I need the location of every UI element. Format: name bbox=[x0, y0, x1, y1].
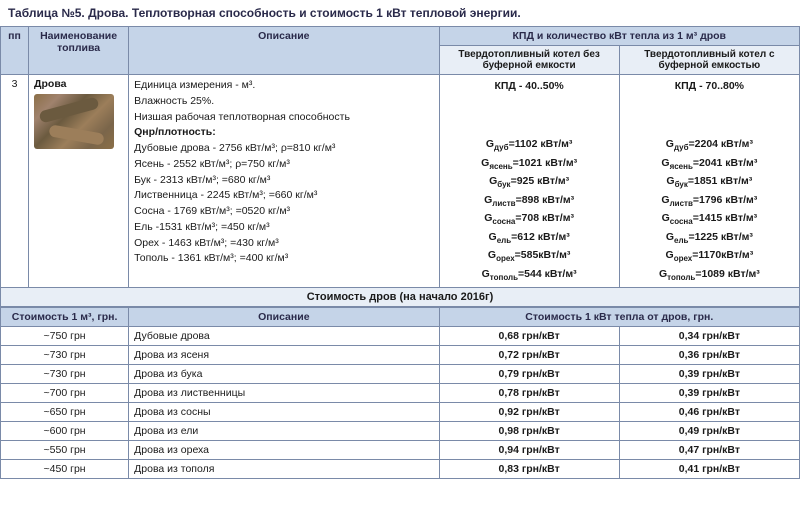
cost-row: ~650 грнДрова из сосны0,92 грн/кВт0,46 г… bbox=[1, 403, 800, 422]
cost-c1: 0,78 грн/кВт bbox=[439, 384, 619, 403]
cost-price: ~730 грн bbox=[1, 365, 129, 384]
g2-el: Gель=1225 кВт/м³ bbox=[625, 229, 794, 247]
g1-dub: Gдуб=1102 кВт/м³ bbox=[445, 136, 614, 154]
wood-el: Ель -1531 кВт/м³; =450 кг/м³ bbox=[134, 220, 433, 236]
cost-c2: 0,39 грн/кВт bbox=[619, 384, 799, 403]
cost-c2: 0,49 грн/кВт bbox=[619, 422, 799, 441]
cost-row: ~730 грнДрова из ясеня0,72 грн/кВт0,36 г… bbox=[1, 346, 800, 365]
cost-price: ~750 грн bbox=[1, 327, 129, 346]
wood-listv: Лиственница - 2245 кВт/м³; =660 кг/м³ bbox=[134, 188, 433, 204]
cost-row: ~550 грнДрова из ореха0,94 грн/кВт0,47 г… bbox=[1, 441, 800, 460]
hdr-pp: пп bbox=[1, 27, 29, 75]
cost-hdr-price: Стоимость 1 м³, грн. bbox=[1, 308, 129, 327]
row-num: 3 bbox=[1, 75, 29, 288]
cost-c2: 0,34 грн/кВт bbox=[619, 327, 799, 346]
hdr-kpd: КПД и количество кВт тепла из 1 м³ дров bbox=[439, 27, 799, 46]
desc-moist: Влажность 25%. bbox=[134, 94, 433, 110]
kpd1-title: КПД - 40..50% bbox=[445, 78, 614, 94]
g2-dub: Gдуб=2204 кВт/м³ bbox=[625, 136, 794, 154]
g1-el: Gель=612 кВт/м³ bbox=[445, 229, 614, 247]
cost-row: ~600 грнДрова из ели0,98 грн/кВт0,49 грн… bbox=[1, 422, 800, 441]
firewood-image bbox=[34, 94, 114, 149]
kpd1-cell: КПД - 40..50% Gдуб=1102 кВт/м³ Gясень=10… bbox=[439, 75, 619, 288]
g1-oreh: Gорех=585кВт/м³ bbox=[445, 247, 614, 265]
kpd2-title: КПД - 70..80% bbox=[625, 78, 794, 94]
cost-c2: 0,39 грн/кВт bbox=[619, 365, 799, 384]
cost-c2: 0,41 грн/кВт bbox=[619, 460, 799, 479]
cost-price: ~450 грн bbox=[1, 460, 129, 479]
wood-yasen: Ясень - 2552 кВт/м³; ρ=750 кг/м³ bbox=[134, 157, 433, 173]
cost-price: ~550 грн bbox=[1, 441, 129, 460]
cost-desc: Дубовые дрова bbox=[129, 327, 439, 346]
cost-price: ~600 грн bbox=[1, 422, 129, 441]
fuel-name: Дрова bbox=[34, 78, 123, 90]
g2-yasen: Gясень=2041 кВт/м³ bbox=[625, 155, 794, 173]
cost-c1: 0,92 грн/кВт bbox=[439, 403, 619, 422]
cost-desc: Дрова из тополя bbox=[129, 460, 439, 479]
row-desc-cell: Единица измерения - м³. Влажность 25%. Н… bbox=[129, 75, 439, 288]
cost-hdr-desc: Описание bbox=[129, 308, 439, 327]
cost-c1: 0,94 грн/кВт bbox=[439, 441, 619, 460]
hdr-nobuf: Твердотопливный котел без буферной емкос… bbox=[439, 46, 619, 75]
g2-topol: Gтополь=1089 кВт/м³ bbox=[625, 266, 794, 284]
data-row: 3 Дрова Единица измерения - м³. Влажност… bbox=[1, 75, 800, 288]
hdr-name: Наименование топлива bbox=[29, 27, 129, 75]
cost-price: ~700 грн bbox=[1, 384, 129, 403]
cost-row: ~750 грнДубовые дрова0,68 грн/кВт0,34 гр… bbox=[1, 327, 800, 346]
cost-hdr-kwt: Стоимость 1 кВт тепла от дров, грн. bbox=[439, 308, 799, 327]
cost-desc: Дрова из бука bbox=[129, 365, 439, 384]
cost-desc: Дрова из сосны bbox=[129, 403, 439, 422]
g1-buk: Gбук=925 кВт/м³ bbox=[445, 173, 614, 191]
desc-unit: Единица измерения - м³. bbox=[134, 78, 433, 94]
cost-c2: 0,46 грн/кВт bbox=[619, 403, 799, 422]
cost-c1: 0,68 грн/кВт bbox=[439, 327, 619, 346]
g1-sosna: Gсосна=708 кВт/м³ bbox=[445, 210, 614, 228]
wood-topol: Тополь - 1361 кВт/м³; =400 кг/м³ bbox=[134, 251, 433, 267]
cost-c1: 0,83 грн/кВт bbox=[439, 460, 619, 479]
cost-price: ~730 грн bbox=[1, 346, 129, 365]
g1-topol: Gтополь=544 кВт/м³ bbox=[445, 266, 614, 284]
cost-c1: 0,98 грн/кВт bbox=[439, 422, 619, 441]
cost-row: ~450 грнДрова из тополя0,83 грн/кВт0,41 … bbox=[1, 460, 800, 479]
kpd2-cell: КПД - 70..80% Gдуб=2204 кВт/м³ Gясень=20… bbox=[619, 75, 799, 288]
cost-desc: Дрова из лиственницы bbox=[129, 384, 439, 403]
cost-c2: 0,47 грн/кВт bbox=[619, 441, 799, 460]
cost-section-header: Стоимость дров (на начало 2016г) bbox=[1, 288, 800, 307]
wood-dub: Дубовые дрова - 2756 кВт/м³; ρ=810 кг/м³ bbox=[134, 141, 433, 157]
cost-desc: Дрова из ореха bbox=[129, 441, 439, 460]
row-name-cell: Дрова bbox=[29, 75, 129, 288]
hdr-buf: Твердотопливный котел с буферной емкость… bbox=[619, 46, 799, 75]
cost-row: ~700 грнДрова из лиственницы0,78 грн/кВт… bbox=[1, 384, 800, 403]
hdr-desc: Описание bbox=[129, 27, 439, 75]
cost-desc: Дрова из ясеня bbox=[129, 346, 439, 365]
cost-c1: 0,79 грн/кВт bbox=[439, 365, 619, 384]
wood-buk: Бук - 2313 кВт/м³; =680 кг/м³ bbox=[134, 173, 433, 189]
g2-listv: Gлиств=1796 кВт/м³ bbox=[625, 192, 794, 210]
table-title: Таблица №5. Дрова. Теплотворная способно… bbox=[0, 0, 800, 26]
cost-table: Стоимость 1 м³, грн. Описание Стоимость … bbox=[0, 307, 800, 479]
cost-price: ~650 грн bbox=[1, 403, 129, 422]
desc-heat: Низшая рабочая теплотворная способность bbox=[134, 110, 433, 126]
g2-buk: Gбук=1851 кВт/м³ bbox=[625, 173, 794, 191]
g1-yasen: Gясень=1021 кВт/м³ bbox=[445, 155, 614, 173]
main-table: пп Наименование топлива Описание КПД и к… bbox=[0, 26, 800, 307]
cost-row: ~730 грнДрова из бука0,79 грн/кВт0,39 гр… bbox=[1, 365, 800, 384]
cost-desc: Дрова из ели bbox=[129, 422, 439, 441]
cost-c1: 0,72 грн/кВт bbox=[439, 346, 619, 365]
cost-c2: 0,36 грн/кВт bbox=[619, 346, 799, 365]
wood-sosna: Сосна - 1769 кВт/м³; =0520 кг/м³ bbox=[134, 204, 433, 220]
desc-qnr: Qнр/плотность: bbox=[134, 125, 433, 141]
g2-sosna: Gсосна=1415 кВт/м³ bbox=[625, 210, 794, 228]
g2-oreh: Gорех=1170кВт/м³ bbox=[625, 247, 794, 265]
g1-listv: Gлиств=898 кВт/м³ bbox=[445, 192, 614, 210]
wood-oreh: Орех - 1463 кВт/м³; =430 кг/м³ bbox=[134, 236, 433, 252]
